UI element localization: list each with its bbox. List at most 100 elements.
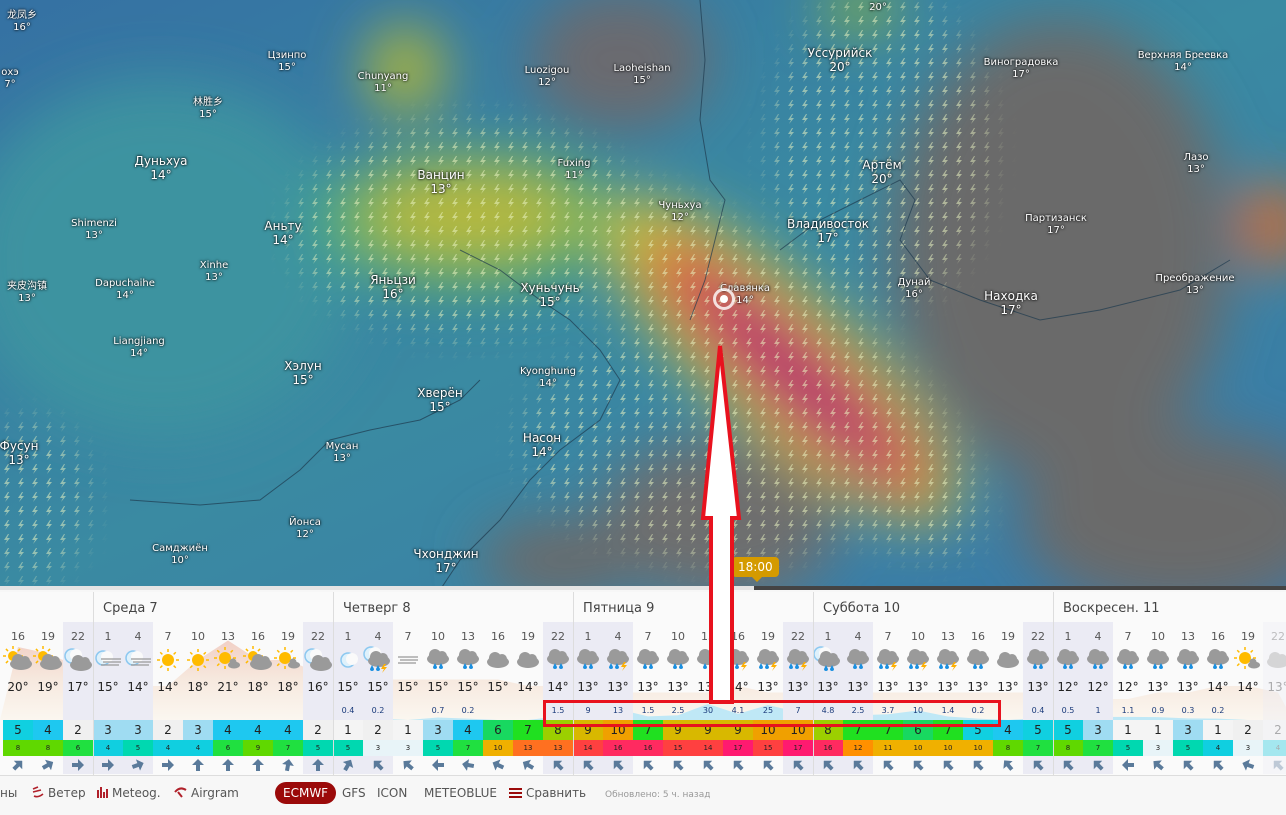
- weather-sun-cloud-icon: [3, 646, 33, 674]
- wind-speed-value: 3: [423, 720, 453, 740]
- city-label[interactable]: Чхонджин 17°: [413, 547, 478, 576]
- day-header[interactable]: Пятница 9: [583, 601, 655, 616]
- wind-speed-value: 2: [303, 720, 333, 740]
- city-label[interactable]: Xinhe 13°: [200, 260, 228, 283]
- city-label[interactable]: Хуньчунь 15°: [520, 281, 579, 310]
- weather-cloud-icon: [993, 646, 1023, 674]
- location-marker[interactable]: [713, 288, 735, 310]
- city-label[interactable]: Аньту 14°: [264, 219, 301, 248]
- hour-label: 13: [221, 630, 235, 643]
- city-name: Насон: [522, 431, 562, 445]
- city-label[interactable]: Партизанск 17°: [1025, 213, 1087, 236]
- city-label[interactable]: Laoheishan 15°: [613, 63, 670, 86]
- city-temp: 13°: [333, 452, 351, 464]
- city-name: 夹皮沟镇: [7, 281, 47, 292]
- wind-direction-arrow-icon: [873, 756, 903, 774]
- temperature-value: 13°: [1147, 680, 1169, 694]
- city-label[interactable]: Kyonghung 14°: [520, 366, 576, 389]
- city-label[interactable]: Мусан 13°: [326, 441, 359, 464]
- precipitation-value: 1.5: [551, 706, 565, 715]
- hour-label: 7: [644, 630, 652, 643]
- city-label[interactable]: 夹皮沟镇 13°: [7, 281, 47, 304]
- city-label[interactable]: Dapuchaihe 14°: [95, 278, 155, 301]
- city-label[interactable]: Хэлун 15°: [284, 359, 321, 388]
- day-header[interactable]: Среда 7: [103, 601, 158, 616]
- city-label[interactable]: Fuxing 11°: [558, 158, 591, 181]
- city-label[interactable]: Владивосток 17°: [787, 217, 869, 246]
- airgram-button[interactable]: Airgram: [174, 786, 239, 801]
- city-label[interactable]: Насон 14°: [522, 431, 562, 460]
- wind-button[interactable]: Ветер: [32, 786, 86, 801]
- city-label[interactable]: 龙凤乡 16°: [7, 10, 37, 33]
- day-divider: [573, 592, 574, 775]
- city-temp: 20°: [869, 2, 887, 13]
- weather-rain-icon: [1113, 646, 1143, 674]
- weather-sun-icon: [153, 646, 183, 674]
- model-ecmwf-button[interactable]: ECMWF: [275, 782, 337, 804]
- city-label[interactable]: охэ 7°: [1, 67, 19, 90]
- city-label[interactable]: Дуньхуа 14°: [135, 154, 188, 183]
- wind-gust-value: 13: [513, 740, 543, 756]
- city-label[interactable]: Виноградовка 17°: [984, 57, 1059, 80]
- wind-gust-value: 5: [303, 740, 333, 756]
- current-time-bubble[interactable]: 18:00: [732, 557, 779, 582]
- city-label[interactable]: 林胜乡 15°: [193, 97, 223, 120]
- city-label[interactable]: Чуньхуа 12°: [658, 200, 701, 223]
- city-temp: 15°: [278, 61, 296, 73]
- city-temp: 11°: [565, 169, 583, 181]
- meteogram-button[interactable]: Meteog.: [96, 786, 161, 801]
- city-temp: 14°: [531, 444, 553, 459]
- city-label[interactable]: Находка 17°: [984, 289, 1038, 318]
- city-label[interactable]: Цзинпо 15°: [268, 50, 307, 73]
- model-icon-button[interactable]: ICON: [377, 786, 408, 800]
- city-label[interactable]: Хверён 15°: [417, 386, 463, 415]
- weather-map[interactable]: 龙凤乡 16° охэ 7° Цзинпо 15° Chunyang 11° 林胜乡 15° Дун…: [0, 0, 1286, 590]
- precipitation-value: 4.1: [731, 706, 745, 715]
- city-label[interactable]: Дунай 16°: [898, 277, 931, 300]
- city-label[interactable]: 20°: [869, 2, 887, 14]
- day-header[interactable]: Воскресен. 11: [1063, 601, 1160, 616]
- city-label[interactable]: Chunyang 11°: [358, 71, 409, 94]
- city-label[interactable]: Артём 20°: [862, 158, 901, 187]
- city-label[interactable]: Славянка 14°: [720, 283, 770, 306]
- city-label[interactable]: Уссурийск 20°: [807, 46, 873, 75]
- wind-direction-arrow-icon: [783, 756, 813, 774]
- wind-speed-value: 5: [1053, 720, 1083, 740]
- city-label[interactable]: Йонса 12°: [289, 517, 321, 540]
- compare-label: Сравнить: [526, 786, 587, 800]
- wind-direction-arrow-icon: [813, 756, 843, 774]
- day-header[interactable]: Суббота 10: [823, 601, 900, 616]
- city-name: Мусан: [325, 441, 359, 452]
- day-header[interactable]: Четверг 8: [343, 601, 411, 616]
- city-label[interactable]: Преображение 13°: [1155, 273, 1234, 296]
- city-label[interactable]: Яньцзи 16°: [370, 273, 416, 302]
- city-label[interactable]: Лазо 13°: [1183, 152, 1208, 175]
- weather-rain-icon: [1083, 646, 1113, 674]
- hour-label: 7: [884, 630, 892, 643]
- temperature-value: 13°: [1027, 680, 1049, 694]
- city-label[interactable]: Shimenzi 13°: [71, 218, 117, 241]
- city-temp: 7°: [4, 78, 16, 90]
- footer-cut-item[interactable]: ны: [0, 786, 18, 800]
- compare-button[interactable]: Сравнить: [509, 786, 586, 801]
- city-label[interactable]: Самджиён 10°: [152, 543, 208, 566]
- city-name: Уссурийск: [807, 46, 873, 60]
- precipitation-value: 0.2: [461, 706, 475, 715]
- weather-fog-icon: [393, 646, 423, 674]
- city-temp: 17°: [435, 560, 457, 575]
- model-meteoblue-button[interactable]: METEOBLUE: [424, 786, 497, 800]
- wind-speed-value: 4: [33, 720, 63, 740]
- city-label[interactable]: Верхняя Бреевка 14°: [1138, 50, 1229, 73]
- timeline-slider[interactable]: [0, 586, 1286, 590]
- city-label[interactable]: Luozigou 12°: [525, 65, 570, 88]
- city-temp: 13°: [18, 292, 36, 304]
- city-label[interactable]: Liangjiang 14°: [113, 336, 165, 359]
- city-label[interactable]: Ванцин 13°: [417, 168, 464, 197]
- compare-icon: [509, 787, 522, 801]
- hour-label: 13: [1181, 630, 1195, 643]
- temperature-value: 14°: [1237, 680, 1259, 694]
- wind-direction-arrow-icon: [993, 756, 1023, 774]
- city-label[interactable]: Фусун 13°: [0, 439, 38, 468]
- model-gfs-button[interactable]: GFS: [342, 786, 366, 800]
- wind-direction-arrow-icon: [1083, 756, 1113, 774]
